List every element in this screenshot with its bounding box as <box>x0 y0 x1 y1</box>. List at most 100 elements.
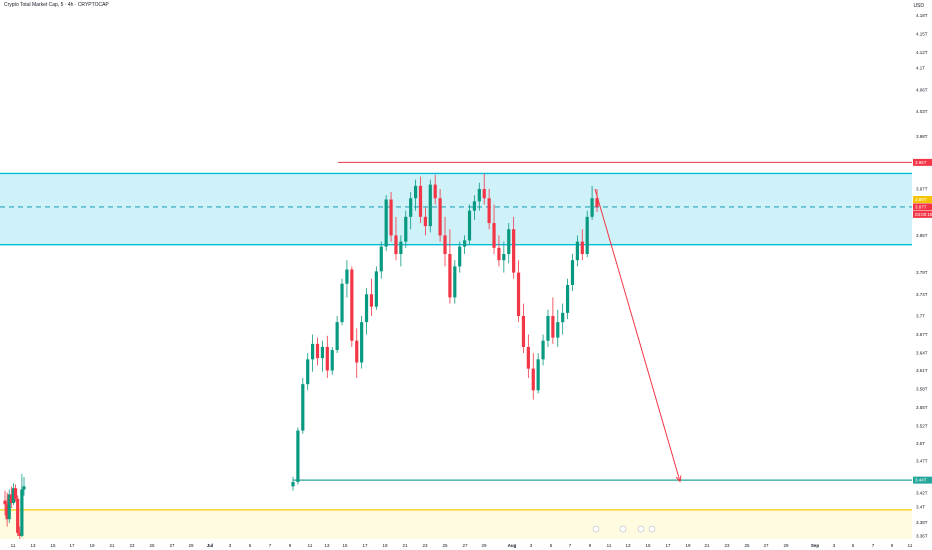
event-marker-icon <box>619 525 627 533</box>
candle-body <box>325 346 329 371</box>
x-tick-label: 23 <box>422 543 428 548</box>
y-tick-label: 3.38T <box>916 520 928 525</box>
y-tick-label: 3.5T <box>916 441 925 446</box>
y-tick-label: 3.61T <box>916 368 928 373</box>
x-tick-label: 19 <box>685 543 691 548</box>
x-tick-label: 25 <box>442 543 448 548</box>
candle-body <box>472 201 477 211</box>
x-tick-label: 13 <box>324 543 330 548</box>
candle-body <box>389 199 393 236</box>
x-tick-label: 17 <box>69 543 75 548</box>
candle-body <box>301 384 305 431</box>
projection-arrow-line <box>594 188 681 482</box>
candle-body <box>570 260 575 285</box>
candle-body <box>516 272 521 316</box>
x-tick-label: 9 <box>891 543 894 548</box>
x-tick-label: 29 <box>481 543 487 548</box>
y-tick-label: 4.12T <box>916 50 928 55</box>
candle-body <box>364 294 369 323</box>
y-tick-label: 4.06T <box>916 87 928 92</box>
candle-body <box>3 500 7 505</box>
y-tick-label: 3.67T <box>916 332 928 337</box>
event-marker-icon <box>637 525 645 533</box>
y-tick-label: 3.79T <box>916 270 928 275</box>
candle-body <box>565 284 570 313</box>
countdown-badge-bg <box>913 210 932 218</box>
red-level-badge-bg <box>913 158 932 166</box>
candle-body <box>580 241 584 255</box>
y-tick-label: 3.85T <box>916 233 928 238</box>
candle-body <box>306 359 310 385</box>
candle-body <box>340 283 344 323</box>
y-tick-label: 3.52T <box>916 424 928 429</box>
x-tick-label: 17 <box>665 543 671 548</box>
x-tick-label: 25 <box>744 543 750 548</box>
candle-body <box>7 494 11 520</box>
x-tick-label: Aug <box>508 543 517 548</box>
candle-body <box>433 184 437 199</box>
candle-body <box>384 199 388 247</box>
candle-body <box>453 266 457 298</box>
projection-arrow-head <box>675 475 682 483</box>
event-marker-icon <box>648 525 656 533</box>
y-tick-label: 3.98T <box>916 134 928 139</box>
x-tick-label: Jul <box>207 543 214 548</box>
candle-body <box>443 235 447 255</box>
candle-body <box>531 368 535 391</box>
candle-body <box>369 294 374 307</box>
candle-body <box>11 488 16 504</box>
candle-body <box>315 343 320 359</box>
chart-title: Crypto Total Market Cap, 5 · 4h · CRYPTO… <box>4 2 109 8</box>
x-tick-label: 11 <box>607 543 612 548</box>
x-tick-label: 19 <box>382 543 388 548</box>
candle-body <box>360 322 364 363</box>
x-tick-label: 27 <box>169 543 175 548</box>
candle-body <box>9 494 13 504</box>
candle-body <box>512 229 516 273</box>
y-tick-label: 3.55T <box>916 405 928 410</box>
x-tick-label: 5 <box>550 543 553 548</box>
candle-body <box>13 488 18 499</box>
candle-body <box>296 430 300 483</box>
candle-body <box>458 246 462 267</box>
candle-body <box>561 312 565 323</box>
candle-body <box>379 246 383 272</box>
x-tick-label: 25 <box>149 543 155 548</box>
candle-body <box>585 216 589 255</box>
candle-body <box>399 241 403 255</box>
yellow-price-badge-bg <box>913 195 932 203</box>
y-tick-label: 4.18T <box>916 13 928 18</box>
candle-body <box>507 229 511 255</box>
x-tick-label: 27 <box>462 543 468 548</box>
candle-body <box>335 322 339 351</box>
candle-body <box>423 216 427 227</box>
x-tick-label: 23 <box>129 543 135 548</box>
x-tick-label: 17 <box>362 543 368 548</box>
candle-body <box>311 343 315 360</box>
candle-body <box>487 198 491 224</box>
x-tick-label: 7 <box>269 543 272 548</box>
candle-body <box>467 210 472 241</box>
x-tick-label: 9 <box>589 543 592 548</box>
candle-body <box>18 532 22 536</box>
x-tick-label: 7 <box>569 543 572 548</box>
candle-body <box>355 340 359 363</box>
candle-body <box>428 184 432 227</box>
current-price-badge: 3.87T <box>915 204 927 209</box>
candle-body <box>330 350 334 371</box>
x-tick-label: 7 <box>872 543 875 548</box>
yellow-price-badge: 3.88T <box>915 197 927 202</box>
candle-body <box>541 340 545 360</box>
candle-body <box>536 359 540 391</box>
candle-body <box>502 254 506 261</box>
x-tick-label: 15 <box>50 543 56 548</box>
y-tick-label: 3.42T <box>916 491 928 496</box>
y-tick-label: 3.47T <box>916 458 928 463</box>
candle-body <box>16 498 20 533</box>
support-level-badge: 3.44T <box>915 478 927 483</box>
candle-body <box>497 247 501 261</box>
candle-body <box>394 235 398 255</box>
candle-body <box>492 223 496 248</box>
current-price-badge-bg <box>913 203 932 211</box>
